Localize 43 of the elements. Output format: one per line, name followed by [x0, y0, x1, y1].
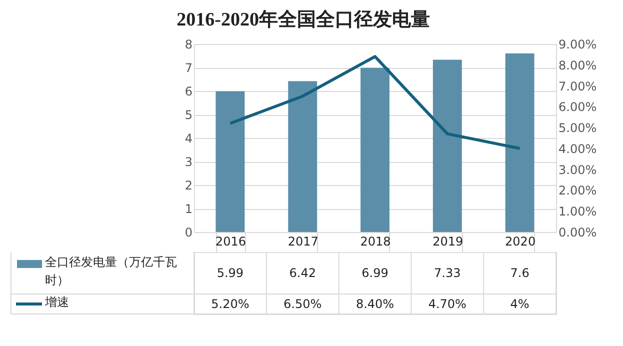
y2-tick-label: 2.00%: [558, 184, 597, 198]
y-tick-label: 1: [184, 202, 192, 216]
bar: [216, 91, 245, 232]
x-tick-label: 2020: [505, 234, 536, 248]
x-tick-label: 2018: [360, 234, 391, 248]
bar: [432, 60, 462, 232]
y2-tick-label: 0.00%: [558, 226, 597, 240]
chart-title: 2016-2020年全国全口径发电量: [176, 8, 430, 30]
y-tick-label: 5: [184, 108, 192, 122]
y-tick-label: 4: [184, 132, 192, 146]
data-label: 4.70%: [428, 297, 466, 311]
legend-label: 增速: [44, 295, 69, 309]
data-label: 5.99: [216, 266, 244, 280]
y2-tick-label: 9.00%: [558, 38, 597, 52]
data-label: 5.20%: [211, 297, 250, 311]
y-tick-label: 3: [184, 155, 192, 169]
data-label: 6.50%: [284, 297, 322, 311]
data-label: 7.6: [510, 266, 530, 280]
data-label: 4%: [510, 297, 530, 311]
legend-label: 全口径发电量（万亿千瓦时）: [45, 255, 177, 287]
y2-tick-label: 5.00%: [558, 121, 597, 136]
y2-tick-label: 1.00%: [558, 204, 597, 219]
y2-tick-label: 4.00%: [558, 142, 597, 156]
data-label: 8.40%: [356, 297, 394, 311]
y-tick-label: 6: [184, 84, 192, 98]
data-label: 6.99: [362, 266, 388, 280]
data-label: 7.33: [434, 266, 461, 280]
y2-tick-label: 7.00%: [558, 79, 597, 94]
data-label: 6.42: [289, 266, 316, 280]
x-tick-label: 2017: [288, 234, 318, 248]
bar: [360, 68, 390, 232]
y2-tick-label: 3.00%: [558, 162, 597, 177]
line-series: [228, 55, 522, 150]
y2-tick-label: 8.00%: [558, 58, 597, 72]
bar: [505, 53, 534, 232]
y-tick-label: 7: [184, 61, 192, 75]
y-tick-label: 2: [184, 178, 192, 192]
y-tick-label: 8: [184, 38, 192, 52]
y2-tick-label: 6.00%: [558, 100, 597, 114]
x-tick-label: 2016: [215, 234, 246, 248]
y-tick-label: 0: [184, 226, 192, 240]
bar: [288, 81, 318, 232]
x-tick-label: 2019: [432, 234, 464, 248]
